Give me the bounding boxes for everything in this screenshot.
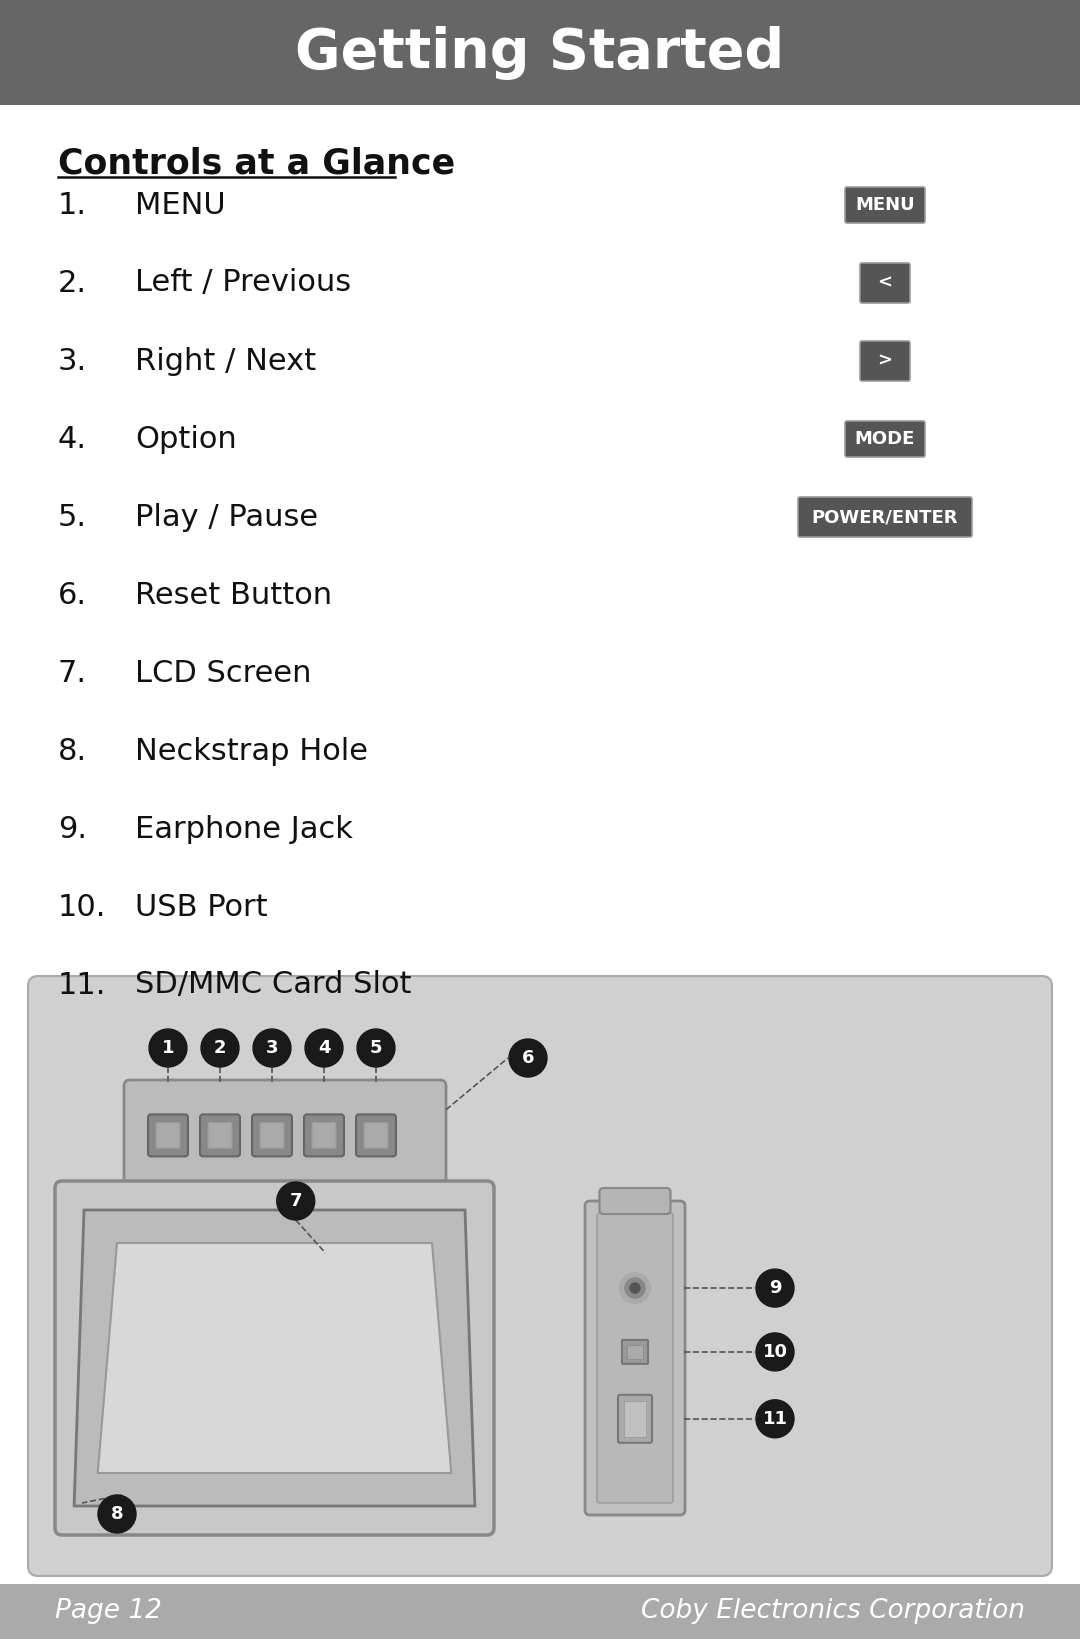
Text: Page 12: Page 12 — [55, 1598, 162, 1624]
Text: Controls at a Glance: Controls at a Glance — [58, 148, 455, 180]
FancyBboxPatch shape — [356, 1115, 396, 1157]
Text: MENU: MENU — [135, 190, 226, 220]
FancyBboxPatch shape — [364, 1123, 388, 1149]
Circle shape — [201, 1029, 239, 1067]
Text: 10: 10 — [762, 1342, 787, 1360]
Text: 11: 11 — [762, 1410, 787, 1428]
FancyBboxPatch shape — [627, 1346, 643, 1359]
FancyBboxPatch shape — [148, 1115, 188, 1157]
Text: 8.: 8. — [58, 736, 87, 765]
FancyBboxPatch shape — [28, 975, 1052, 1577]
Text: Reset Button: Reset Button — [135, 580, 333, 610]
Text: 2: 2 — [214, 1039, 226, 1057]
Text: 10.: 10. — [58, 893, 106, 921]
Polygon shape — [75, 1210, 475, 1506]
Text: 9.: 9. — [58, 815, 87, 844]
Text: Coby Electronics Corporation: Coby Electronics Corporation — [642, 1598, 1025, 1624]
FancyBboxPatch shape — [124, 1080, 446, 1187]
FancyBboxPatch shape — [845, 421, 924, 457]
Text: 7: 7 — [289, 1192, 302, 1210]
Text: 3.: 3. — [58, 346, 87, 375]
Text: Earphone Jack: Earphone Jack — [135, 815, 353, 844]
Text: SD/MMC Card Slot: SD/MMC Card Slot — [135, 970, 411, 1000]
Text: 11.: 11. — [58, 970, 106, 1000]
Text: MENU: MENU — [855, 197, 915, 215]
Text: 1: 1 — [162, 1039, 174, 1057]
Polygon shape — [98, 1242, 451, 1473]
FancyBboxPatch shape — [0, 0, 1080, 105]
Text: MODE: MODE — [854, 429, 915, 447]
Text: 6: 6 — [522, 1049, 535, 1067]
Text: 6.: 6. — [58, 580, 87, 610]
Text: 4.: 4. — [58, 425, 87, 454]
Text: Getting Started: Getting Started — [296, 26, 784, 80]
Circle shape — [149, 1029, 187, 1067]
Circle shape — [305, 1029, 343, 1067]
FancyBboxPatch shape — [860, 262, 910, 303]
FancyBboxPatch shape — [597, 1213, 673, 1503]
Circle shape — [625, 1278, 645, 1298]
FancyBboxPatch shape — [303, 1115, 345, 1157]
Text: POWER/ENTER: POWER/ENTER — [812, 508, 958, 526]
Text: 1.: 1. — [58, 190, 87, 220]
Circle shape — [756, 1269, 794, 1306]
Text: Neckstrap Hole: Neckstrap Hole — [135, 736, 368, 765]
Text: Right / Next: Right / Next — [135, 346, 316, 375]
Text: 7.: 7. — [58, 659, 87, 687]
FancyBboxPatch shape — [624, 1401, 646, 1437]
FancyBboxPatch shape — [312, 1123, 336, 1149]
Text: 2.: 2. — [58, 269, 87, 298]
FancyBboxPatch shape — [599, 1188, 671, 1214]
FancyBboxPatch shape — [860, 341, 910, 380]
FancyBboxPatch shape — [200, 1115, 240, 1157]
FancyBboxPatch shape — [0, 1583, 1080, 1639]
FancyBboxPatch shape — [845, 187, 924, 223]
Circle shape — [509, 1039, 546, 1077]
Circle shape — [276, 1182, 314, 1219]
Circle shape — [756, 1333, 794, 1370]
Text: Option: Option — [135, 425, 237, 454]
Text: 4: 4 — [318, 1039, 330, 1057]
FancyBboxPatch shape — [208, 1123, 232, 1149]
Text: Left / Previous: Left / Previous — [135, 269, 351, 298]
FancyBboxPatch shape — [252, 1115, 292, 1157]
Circle shape — [630, 1283, 640, 1293]
Text: 5.: 5. — [58, 503, 87, 531]
Circle shape — [98, 1495, 136, 1532]
FancyBboxPatch shape — [156, 1123, 180, 1149]
Text: 5: 5 — [369, 1039, 382, 1057]
Text: LCD Screen: LCD Screen — [135, 659, 311, 687]
Circle shape — [620, 1274, 650, 1303]
Text: 8: 8 — [110, 1505, 123, 1523]
Text: 9: 9 — [769, 1278, 781, 1296]
FancyBboxPatch shape — [55, 1182, 494, 1536]
FancyBboxPatch shape — [585, 1201, 685, 1514]
Circle shape — [357, 1029, 395, 1067]
FancyBboxPatch shape — [622, 1341, 648, 1364]
Circle shape — [253, 1029, 291, 1067]
FancyBboxPatch shape — [260, 1123, 284, 1149]
FancyBboxPatch shape — [798, 497, 972, 538]
Text: <: < — [877, 274, 892, 292]
Circle shape — [756, 1400, 794, 1437]
Polygon shape — [138, 1182, 432, 1210]
Text: Play / Pause: Play / Pause — [135, 503, 319, 531]
Text: USB Port: USB Port — [135, 893, 268, 921]
FancyBboxPatch shape — [618, 1395, 652, 1442]
Text: >: > — [877, 352, 892, 370]
Text: 3: 3 — [266, 1039, 279, 1057]
